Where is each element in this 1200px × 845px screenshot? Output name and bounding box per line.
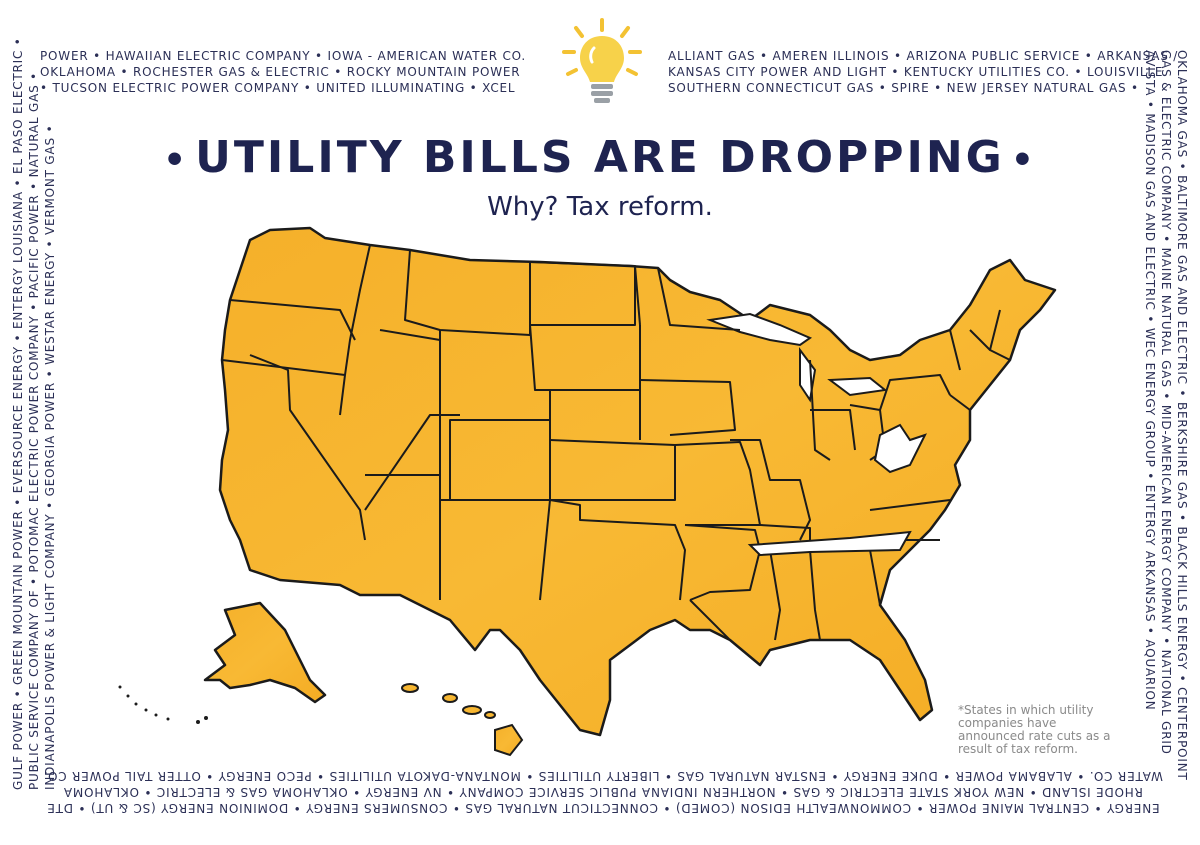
border-line: SOUTHERN CONNECTICUT GAS • SPIRE • NEW J…	[668, 81, 1139, 95]
page-subtitle: Why? Tax reform.	[487, 192, 713, 222]
border-line: • TUCSON ELECTRIC POWER COMPANY • UNITED…	[40, 81, 516, 95]
lightbulb-icon	[562, 18, 642, 103]
border-line: WATER CO. • ALABAMA POWER • DUKE ENERGY …	[43, 769, 1163, 783]
border-companies-top-left: POWER • HAWAIIAN ELECTRIC COMPANY • IOWA…	[40, 48, 540, 96]
page-title: • UTILITY BILLS ARE DROPPING •	[163, 132, 1037, 183]
border-line: KANSAS CITY POWER AND LIGHT • KENTUCKY U…	[668, 65, 1164, 79]
border-line: POWER • HAWAIIAN ELECTRIC COMPANY • IOWA…	[40, 49, 527, 63]
border-line: RHODE ISLAND • NEW YORK STATE ELECTRIC &…	[63, 785, 1143, 799]
contiguous-us-shape	[218, 226, 1057, 737]
alaska-shape	[203, 601, 327, 704]
footnote: *States in which utility companies have …	[958, 703, 1111, 756]
border-companies-bottom: ENERGY • CENTRAL MAINE POWER • COMMONWEA…	[28, 768, 1178, 816]
title-text: UTILITY BILLS ARE DROPPING	[195, 132, 1005, 183]
tennessee-excluded	[747, 530, 912, 557]
aleutian-islands	[118, 685, 208, 724]
us-map	[118, 226, 1057, 757]
border-line: OKLAHOMA • ROCHESTER GAS & ELECTRIC • RO…	[40, 65, 521, 79]
border-companies-top-right: ALLIANT GAS • AMEREN ILLINOIS • ARIZONA …	[668, 48, 1179, 96]
hawaii-shape	[401, 683, 524, 757]
border-line: ENERGY • CENTRAL MAINE POWER • COMMONWEA…	[46, 801, 1160, 815]
border-line: ALLIANT GAS • AMEREN ILLINOIS • ARIZONA …	[668, 49, 1179, 63]
west-virginia-excluded	[873, 423, 927, 474]
